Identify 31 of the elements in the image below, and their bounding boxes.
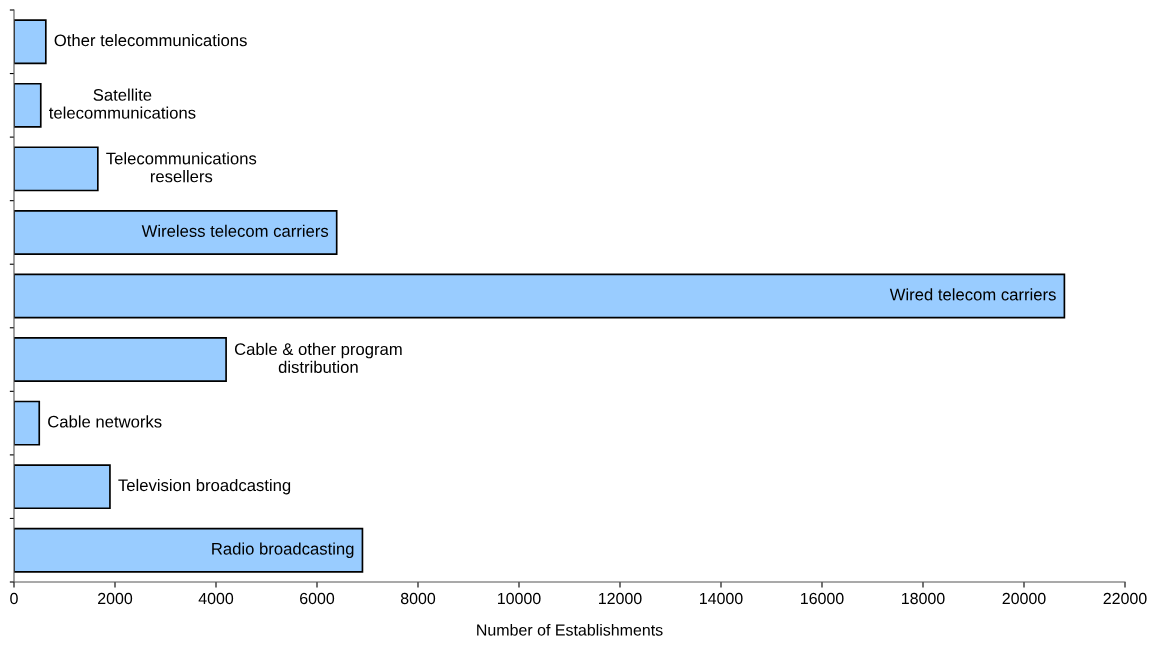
y-tick-label: Wired telecom carriers — [889, 288, 1056, 301]
y-tick-label: Cable networks — [48, 415, 162, 428]
bar — [14, 210, 338, 255]
x-tick-label: 22000 — [1103, 592, 1147, 605]
y-tick-label: Telecommunications resellers — [106, 152, 257, 183]
x-tick-label: 8000 — [400, 592, 436, 605]
y-tick-label: Radio broadcasting — [212, 542, 354, 558]
y-tick-label: Cable & other program distribution — [234, 342, 402, 374]
x-tick-label: 0 — [10, 592, 18, 605]
y-tick-label: Wireless telecom carriers — [141, 224, 329, 237]
y-tick-label: Satellite telecommunications — [49, 88, 196, 119]
x-tick-label: 10000 — [498, 592, 541, 605]
x-tick-label: 18000 — [902, 592, 945, 605]
bar — [14, 82, 42, 128]
x-tick-label: 2000 — [98, 592, 133, 605]
bar — [14, 273, 1066, 319]
bar — [14, 337, 227, 382]
y-tick-label: Television broadcasting — [118, 478, 291, 495]
x-tick-label: 16000 — [801, 592, 844, 605]
x-tick-label: 6000 — [300, 592, 335, 605]
x-tick-label: 4000 — [198, 592, 234, 605]
y-tick-label: Other telecommunications — [54, 34, 247, 47]
bar — [14, 19, 47, 65]
x-tick-label: 20000 — [1002, 592, 1046, 605]
x-tick-label: 12000 — [599, 592, 642, 605]
x-axis-title: Number of Establishments — [477, 623, 663, 636]
bar — [14, 400, 41, 446]
bar — [14, 527, 364, 573]
bar — [14, 464, 111, 510]
x-tick-label: 14000 — [700, 592, 743, 605]
bar — [14, 146, 99, 192]
